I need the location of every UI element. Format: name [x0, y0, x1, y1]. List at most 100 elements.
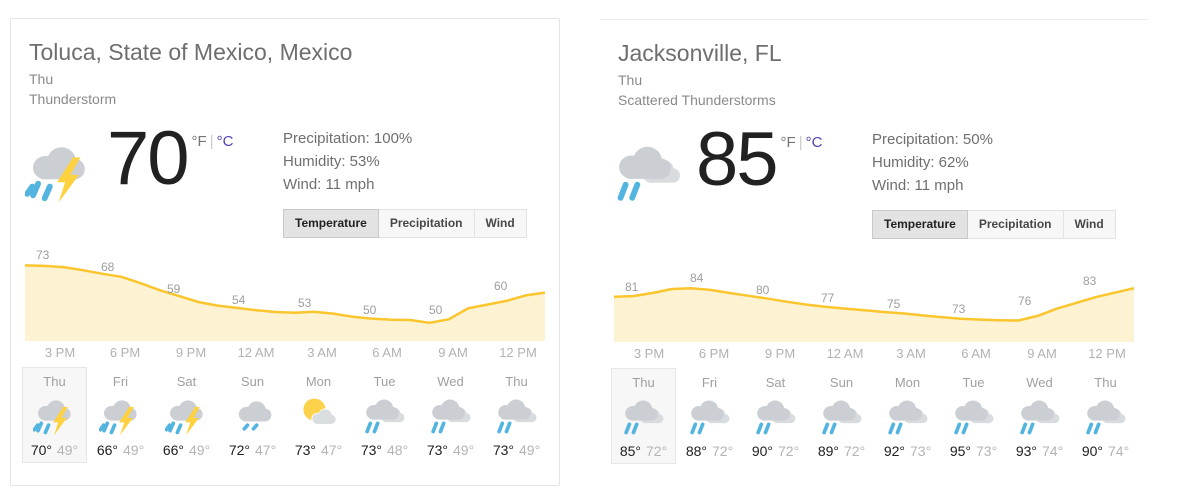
- weather-card-toluca: Toluca, State of Mexico, Mexico Thu Thun…: [10, 18, 560, 486]
- low-temp: 72°: [712, 443, 734, 459]
- thunderstorm-icon: [25, 137, 95, 207]
- time-tick-label: 9 AM: [1027, 346, 1057, 361]
- weather-details: Precipitation: 50% Humidity: 62% Wind: 1…: [872, 128, 993, 197]
- high-temp: 93°: [1015, 443, 1037, 459]
- current-temperature: 70: [107, 116, 190, 201]
- low-temp: 72°: [844, 443, 866, 459]
- day-temperatures: 90° 74°: [1074, 443, 1137, 459]
- low-temp: 72°: [646, 443, 668, 459]
- time-tick-label: 6 AM: [372, 345, 402, 360]
- current-temperature: 85: [696, 117, 779, 202]
- current-conditions: 85 °F | °C: [614, 117, 823, 208]
- tab-temperature[interactable]: Temperature: [872, 210, 968, 239]
- tab-wind[interactable]: Wind: [473, 209, 527, 238]
- day-temperatures: 73° 49°: [419, 442, 482, 458]
- high-temp: 66°: [162, 442, 184, 458]
- tab-temperature[interactable]: Temperature: [283, 209, 379, 238]
- day-label: Sat: [176, 374, 197, 389]
- chart-point-label: 50: [429, 303, 443, 317]
- unit-toggle: °F | °C: [192, 133, 234, 150]
- high-temp: 89°: [817, 443, 839, 459]
- unit-celsius-link[interactable]: °C: [216, 133, 234, 150]
- forecast-day-sat[interactable]: Sat 90° 72°: [743, 368, 808, 464]
- chart-point-label: 50: [363, 303, 377, 317]
- day-temperatures: 73° 48°: [353, 442, 416, 458]
- temperature-chart[interactable]: 73 68 59 54 53 50 50 60: [25, 231, 545, 341]
- forecast-day-thu[interactable]: Thu 85° 72°: [611, 368, 676, 464]
- forecast-day-wed[interactable]: Wed 93° 74°: [1007, 368, 1072, 464]
- forecast-day-sun[interactable]: Sun 89° 72°: [809, 368, 874, 464]
- precipitation-detail: Precipitation: 50%: [872, 131, 993, 148]
- high-temp: 92°: [883, 443, 905, 459]
- scattered-showers-icon: [886, 395, 930, 439]
- chart-point-label: 60: [494, 279, 508, 293]
- scattered-showers-icon: [952, 395, 996, 439]
- precipitation-detail: Precipitation: 100%: [283, 130, 413, 147]
- low-temp: 48°: [387, 442, 409, 458]
- scattered-showers-icon: [820, 395, 864, 439]
- chart-tabs: Temperature Precipitation Wind: [283, 209, 527, 238]
- forecast-day-thu[interactable]: Thu 70° 49°: [22, 367, 87, 463]
- time-tick-label: 9 AM: [438, 345, 468, 360]
- temperature-chart[interactable]: 81 84 80 77 75 73 76 83: [614, 232, 1134, 342]
- time-tick-label: 3 PM: [633, 346, 665, 361]
- day-label: Wed: [1026, 375, 1053, 390]
- daily-forecast-row: Thu 70° 49° Fri 66° 49° Sat 66° 49° Sun 72° 47°…: [22, 367, 549, 463]
- high-temp: 73°: [360, 442, 382, 458]
- high-temp: 95°: [949, 443, 971, 459]
- forecast-day-sat[interactable]: Sat 66° 49°: [154, 367, 219, 463]
- chart-point-label: 59: [167, 282, 181, 296]
- temperature-area-chart: [25, 264, 545, 341]
- high-temp: 90°: [1081, 443, 1103, 459]
- day-label: Thu: [1094, 375, 1117, 390]
- forecast-day-thu[interactable]: Thu 73° 49°: [484, 367, 549, 463]
- location-title: Toluca, State of Mexico, Mexico: [29, 39, 353, 65]
- forecast-day-mon[interactable]: Mon 92° 73°: [875, 368, 940, 464]
- forecast-day-tue[interactable]: Tue 95° 73°: [941, 368, 1006, 464]
- forecast-day-sun[interactable]: Sun 72° 47°: [220, 367, 285, 463]
- temperature-area-chart: [614, 286, 1134, 342]
- time-tick-label: 6 AM: [961, 346, 991, 361]
- day-label: Wed: [437, 374, 464, 389]
- forecast-date-label: Thu: [618, 72, 643, 88]
- tab-wind[interactable]: Wind: [1062, 210, 1116, 239]
- low-temp: 73°: [976, 443, 998, 459]
- forecast-day-tue[interactable]: Tue 73° 48°: [352, 367, 417, 463]
- chart-point-label: 81: [625, 280, 639, 294]
- forecast-day-fri[interactable]: Fri 88° 72°: [677, 368, 742, 464]
- day-label: Fri: [112, 374, 129, 389]
- high-temp: 73°: [426, 442, 448, 458]
- humidity-detail: Humidity: 53%: [283, 153, 380, 170]
- time-tick-label: 3 AM: [307, 345, 337, 360]
- tab-precipitation[interactable]: Precipitation: [377, 209, 475, 238]
- humidity-detail: Humidity: 62%: [872, 154, 969, 171]
- forecast-day-wed[interactable]: Wed 73° 49°: [418, 367, 483, 463]
- high-temp: 72°: [228, 442, 250, 458]
- day-temperatures: 73° 47°: [287, 442, 350, 458]
- high-temp: 70°: [30, 442, 52, 458]
- thunderstorm-icon: [164, 394, 209, 438]
- scattered-showers-icon: [495, 394, 539, 438]
- chart-point-label: 80: [756, 283, 770, 297]
- chart-point-label: 75: [887, 297, 901, 311]
- high-temp: 85°: [619, 443, 641, 459]
- day-temperatures: 88° 72°: [678, 443, 741, 459]
- high-temp: 73°: [492, 442, 514, 458]
- high-temp: 90°: [751, 443, 773, 459]
- day-label: Sun: [240, 374, 265, 389]
- forecast-day-thu[interactable]: Thu 90° 74°: [1073, 368, 1138, 464]
- time-tick-label: 12 AM: [826, 346, 864, 361]
- high-temp: 73°: [294, 442, 316, 458]
- day-temperatures: 70° 49°: [23, 442, 86, 458]
- day-label: Sun: [829, 375, 854, 390]
- forecast-day-fri[interactable]: Fri 66° 49°: [88, 367, 153, 463]
- low-temp: 49°: [123, 442, 145, 458]
- unit-celsius-link[interactable]: °C: [805, 134, 823, 151]
- forecast-day-mon[interactable]: Mon 73° 47°: [286, 367, 351, 463]
- wind-detail: Wind: 11 mph: [872, 177, 964, 194]
- unit-separator: |: [798, 134, 803, 151]
- day-temperatures: 95° 73°: [942, 443, 1005, 459]
- day-temperatures: 72° 47°: [221, 442, 284, 458]
- day-label: Thu: [43, 374, 66, 389]
- day-label: Thu: [505, 374, 528, 389]
